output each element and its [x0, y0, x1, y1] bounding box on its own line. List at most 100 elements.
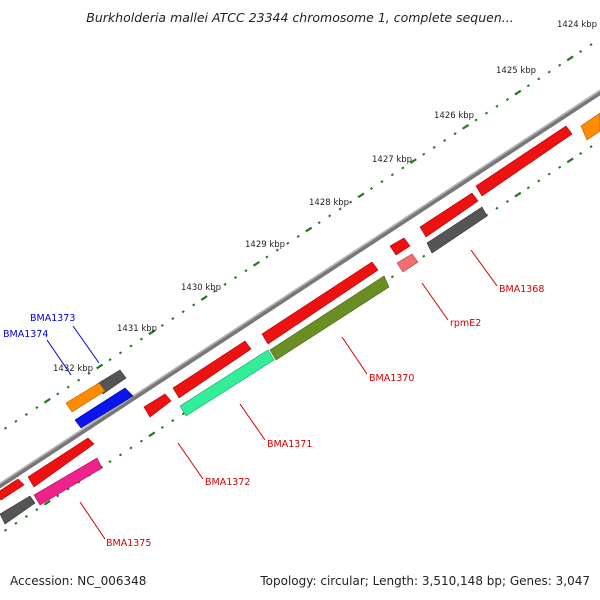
backbone-line [0, 89, 600, 489]
scale-tick [129, 344, 133, 348]
lower-row-genes [0, 206, 488, 525]
scale-tick [108, 460, 112, 464]
gene-arrow[interactable] [33, 457, 103, 506]
kbp-labels: 1424 kbp 1425 kbp 1426 kbp 1427 kbp 1428… [53, 20, 597, 374]
scale-tick [286, 241, 290, 245]
forward-strand-genes [0, 112, 600, 501]
scale-tick [160, 323, 164, 327]
scale-tick [484, 111, 489, 115]
scale-tick [443, 139, 447, 143]
scale-tick [87, 371, 91, 375]
scale-tick [14, 521, 18, 525]
gene-arrow[interactable] [475, 125, 573, 197]
scale-tick [24, 514, 28, 518]
scale-tick [24, 412, 28, 416]
scale-tick [244, 269, 248, 273]
kbp-label: 1427 kbp [372, 155, 412, 165]
scale-tick [422, 152, 426, 156]
scale-tick [547, 70, 551, 74]
gene-label[interactable]: BMA1371 [267, 439, 312, 450]
scale-tick [514, 191, 522, 198]
scale-tick [357, 192, 365, 199]
scale-tick [462, 124, 470, 130]
gene-arrow[interactable] [426, 206, 488, 254]
scale-tick [380, 180, 384, 184]
left-cluster-genes [65, 369, 134, 429]
scale-tick [537, 179, 541, 183]
scale-tick [495, 104, 499, 108]
scale-tick [558, 165, 562, 169]
gene-arrow[interactable] [261, 261, 379, 345]
gene-arrow[interactable] [0, 478, 25, 501]
scale-tick [566, 157, 574, 164]
scale-tick [148, 329, 156, 336]
gene-label[interactable]: rpmE2 [450, 318, 481, 329]
gene-arrow[interactable] [396, 253, 419, 273]
scale-tick [369, 186, 374, 190]
gene-arrow[interactable] [580, 112, 600, 141]
scale-tick [181, 412, 185, 416]
outer-tick-rail [3, 43, 593, 430]
scale-tick [474, 118, 478, 122]
kbp-label: 1432 kbp [53, 364, 93, 374]
scale-tick [401, 166, 405, 170]
scale-tick [160, 425, 164, 429]
gene-arrow[interactable] [0, 495, 36, 525]
scale-tick [108, 358, 112, 362]
gene-arrow[interactable] [27, 437, 95, 488]
scale-tick [3, 426, 8, 430]
scale-tick [348, 200, 353, 204]
scale-tick [275, 248, 279, 252]
scale-tick [558, 63, 562, 67]
scale-tick [223, 282, 227, 286]
scale-tick [537, 77, 541, 81]
kbp-label: 1424 kbp [557, 20, 597, 30]
scale-tick [35, 508, 39, 512]
scale-tick [579, 152, 583, 156]
scale-tick [317, 221, 321, 225]
scale-tick [139, 439, 143, 443]
scale-tick [3, 528, 8, 532]
scale-tick [566, 55, 574, 62]
gene-label[interactable]: BMA1370 [369, 373, 414, 384]
gene-label[interactable]: BMA1374 [3, 329, 48, 340]
leader-lines [46, 249, 498, 540]
gene-label[interactable]: BMA1372 [205, 477, 250, 488]
scale-tick [56, 392, 60, 396]
gene-arrow[interactable] [389, 237, 411, 256]
gene-label[interactable]: BMA1373 [30, 313, 75, 324]
scale-tick [171, 419, 175, 423]
scale-tick [233, 276, 238, 279]
scale-tick [589, 145, 593, 149]
scale-tick [66, 487, 70, 491]
scale-tick [148, 431, 156, 438]
gene-arrow[interactable] [179, 349, 275, 417]
gene-arrow[interactable] [143, 393, 172, 418]
kbp-label: 1429 kbp [245, 240, 285, 250]
gene-arrow[interactable] [172, 340, 252, 399]
scale-tick [526, 186, 530, 190]
scale-tick [495, 206, 499, 210]
scale-tick [505, 199, 509, 203]
gene-arrow[interactable] [269, 275, 390, 361]
gene-labels: BMA1368 rpmE2 BMA1370 BMA1371 BMA1372 BM… [3, 284, 544, 549]
scale-tick [35, 406, 39, 410]
gene-arrow[interactable] [74, 387, 134, 429]
scale-tick [328, 214, 332, 218]
kbp-label: 1431 kbp [117, 324, 157, 334]
scale-tick [453, 132, 457, 136]
scale-tick [265, 255, 269, 259]
scale-tick [213, 289, 217, 293]
scale-tick [422, 254, 426, 258]
gene-label[interactable]: BMA1368 [499, 284, 544, 295]
gene-arrow[interactable] [419, 192, 479, 238]
scale-tick [181, 310, 185, 314]
scale-tick [305, 226, 313, 233]
gene-arrow[interactable] [65, 382, 106, 413]
scale-tick [192, 303, 196, 307]
scale-tick [432, 145, 436, 149]
scale-tick [43, 499, 51, 506]
gene-label[interactable]: BMA1375 [106, 538, 151, 549]
